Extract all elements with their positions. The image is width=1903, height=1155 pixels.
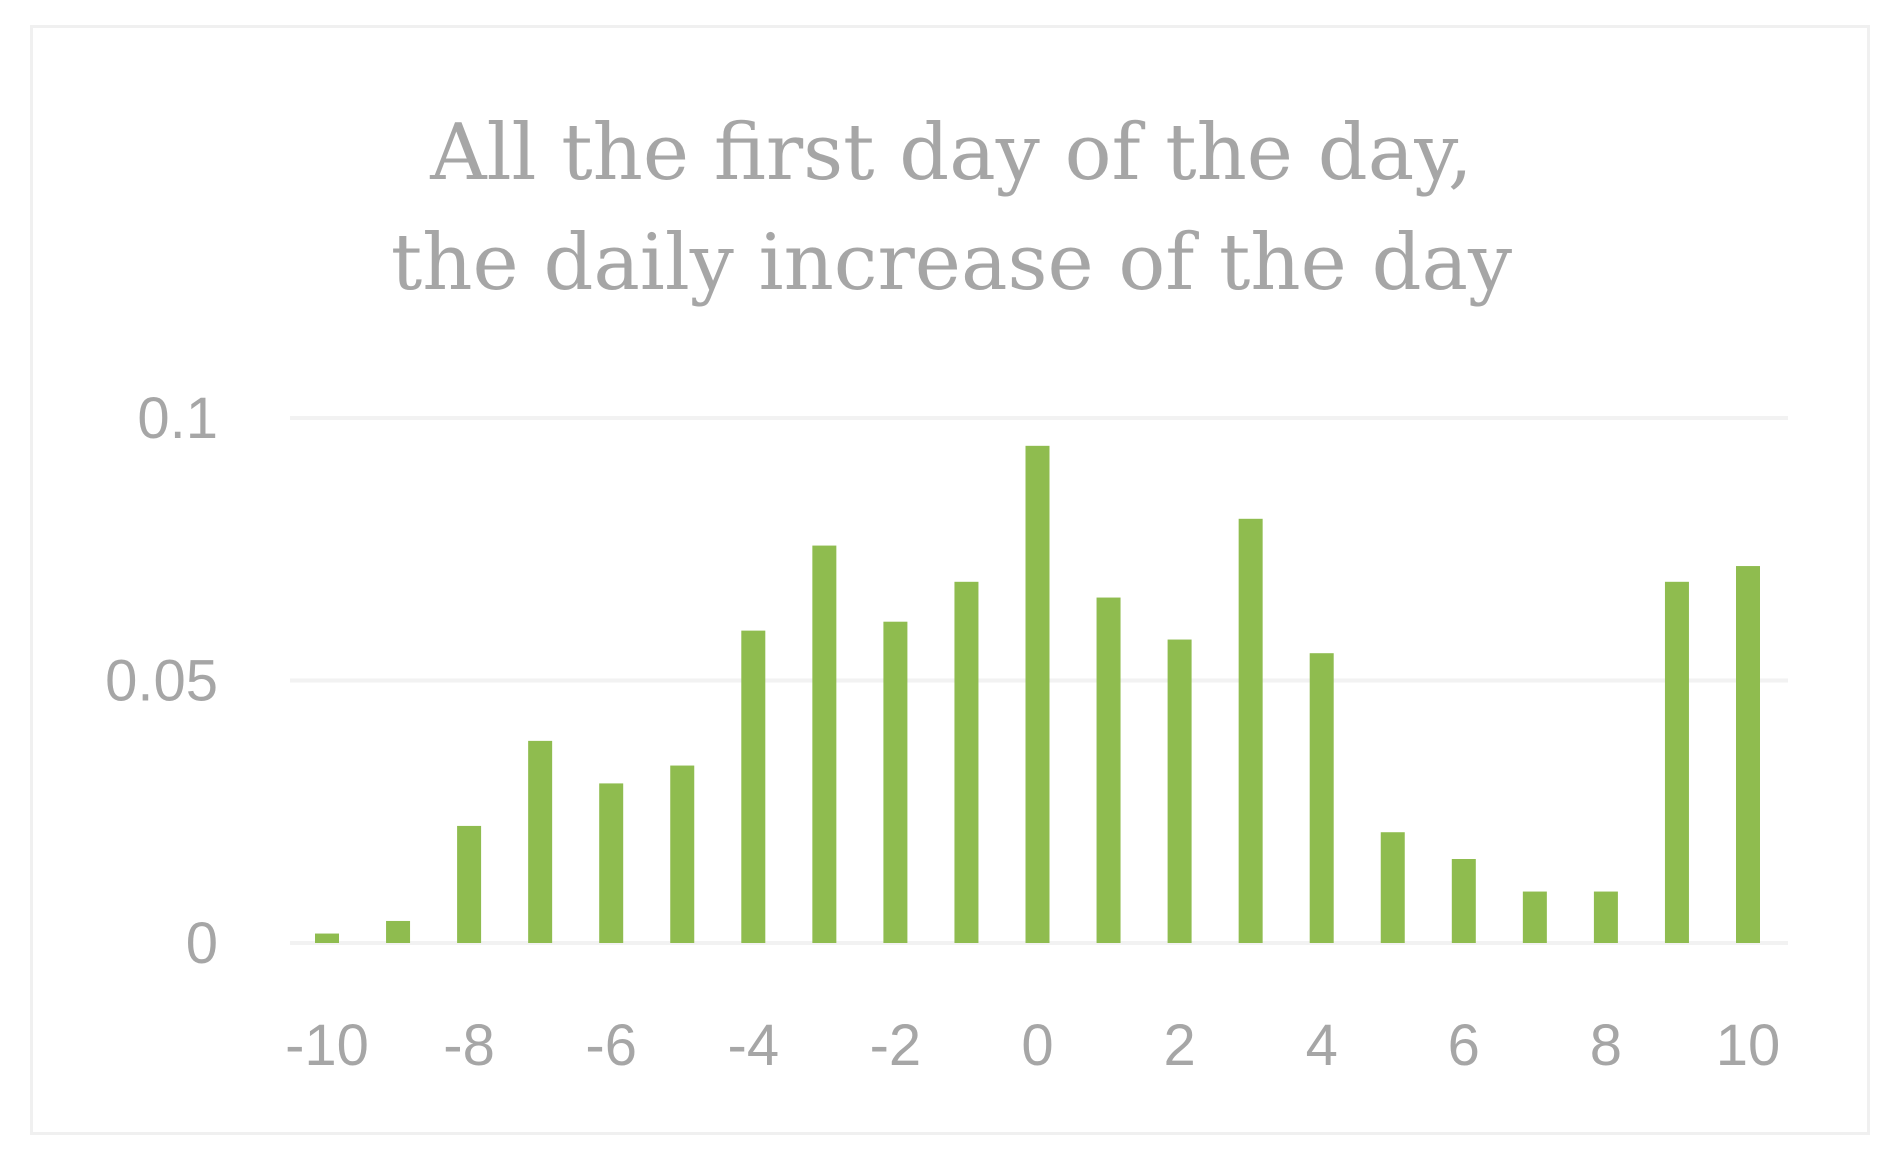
bar-3 — [1238, 518, 1263, 943]
bar--9 — [386, 920, 411, 943]
y-axis-tick-labels: 0 0.05 0.1 — [105, 386, 218, 976]
bar--7 — [528, 740, 553, 943]
bar-8 — [1593, 891, 1618, 943]
bar--5 — [670, 765, 695, 943]
x-tick-label: -8 — [443, 1013, 495, 1078]
bar-1 — [1096, 597, 1121, 943]
x-tick-label: 0 — [1021, 1013, 1053, 1078]
bar--4 — [741, 630, 766, 943]
bar--3 — [812, 545, 837, 943]
bar--1 — [954, 581, 979, 943]
x-tick-label: -10 — [285, 1013, 369, 1078]
y-tick-label: 0 — [186, 911, 218, 976]
x-tick-label: 8 — [1590, 1013, 1622, 1078]
y-tick-label: 0.1 — [137, 386, 218, 451]
x-tick-label: 4 — [1306, 1013, 1338, 1078]
bars — [315, 445, 1760, 943]
chart-title-line-1: All the first day of the day, — [430, 108, 1473, 198]
bar--10 — [315, 933, 339, 943]
x-tick-label: -4 — [728, 1013, 780, 1078]
bar-6 — [1451, 859, 1476, 943]
bar-5 — [1380, 832, 1405, 943]
chart-frame — [30, 25, 1870, 1135]
chart-title-line-2: the daily increase of the day — [390, 218, 1513, 308]
bar-10 — [1736, 566, 1760, 943]
bar-0 — [1025, 445, 1050, 943]
x-tick-label: 6 — [1448, 1013, 1480, 1078]
bar--8 — [457, 825, 482, 943]
chart-title: All the first day of the day, the daily … — [0, 98, 1903, 318]
bar-2 — [1167, 639, 1192, 943]
bar-4 — [1309, 653, 1334, 943]
bar-7 — [1522, 891, 1547, 943]
bar--6 — [599, 783, 624, 943]
x-tick-label: -6 — [585, 1013, 637, 1078]
x-axis-tick-labels: -10 -8 -6 -4 -2 0 2 4 6 8 10 — [285, 1013, 1780, 1078]
bar--2 — [883, 621, 908, 943]
y-tick-label: 0.05 — [105, 649, 218, 714]
x-tick-label: 10 — [1716, 1013, 1781, 1078]
bar-9 — [1664, 581, 1689, 943]
x-tick-label: 2 — [1163, 1013, 1195, 1078]
x-tick-label: -2 — [870, 1013, 922, 1078]
